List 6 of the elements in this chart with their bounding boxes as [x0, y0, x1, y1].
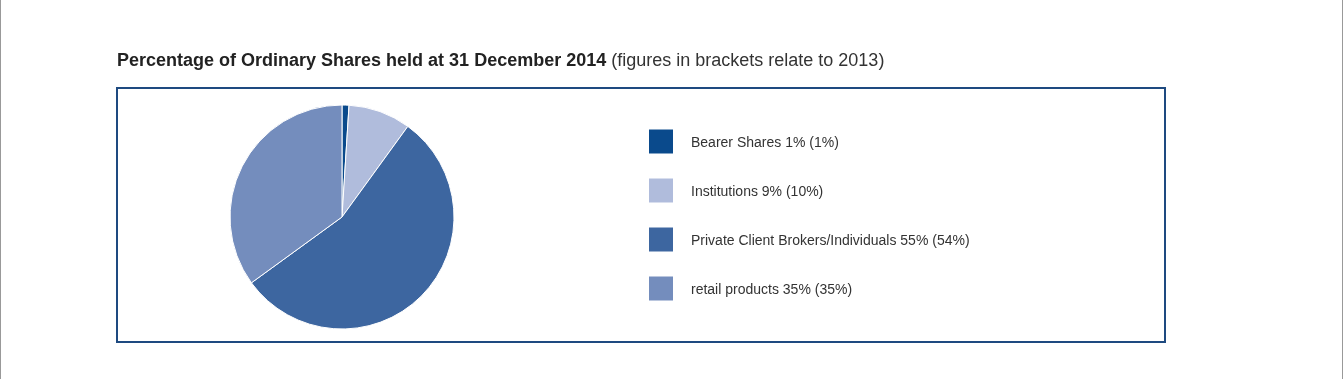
- legend-label: Private Client Brokers/Individuals 55% (54%): [691, 231, 970, 248]
- legend-label: retail products 35% (35%): [691, 280, 853, 297]
- chart-subtitle: (figures in brackets relate to 2013): [610, 50, 885, 70]
- chart-title: Percentage of Ordinary Shares held at 31 December 2014: [117, 50, 607, 70]
- legend-label: Institutions 9% (10%): [691, 182, 824, 199]
- legend-label: Bearer Shares 1% (1%): [691, 133, 839, 150]
